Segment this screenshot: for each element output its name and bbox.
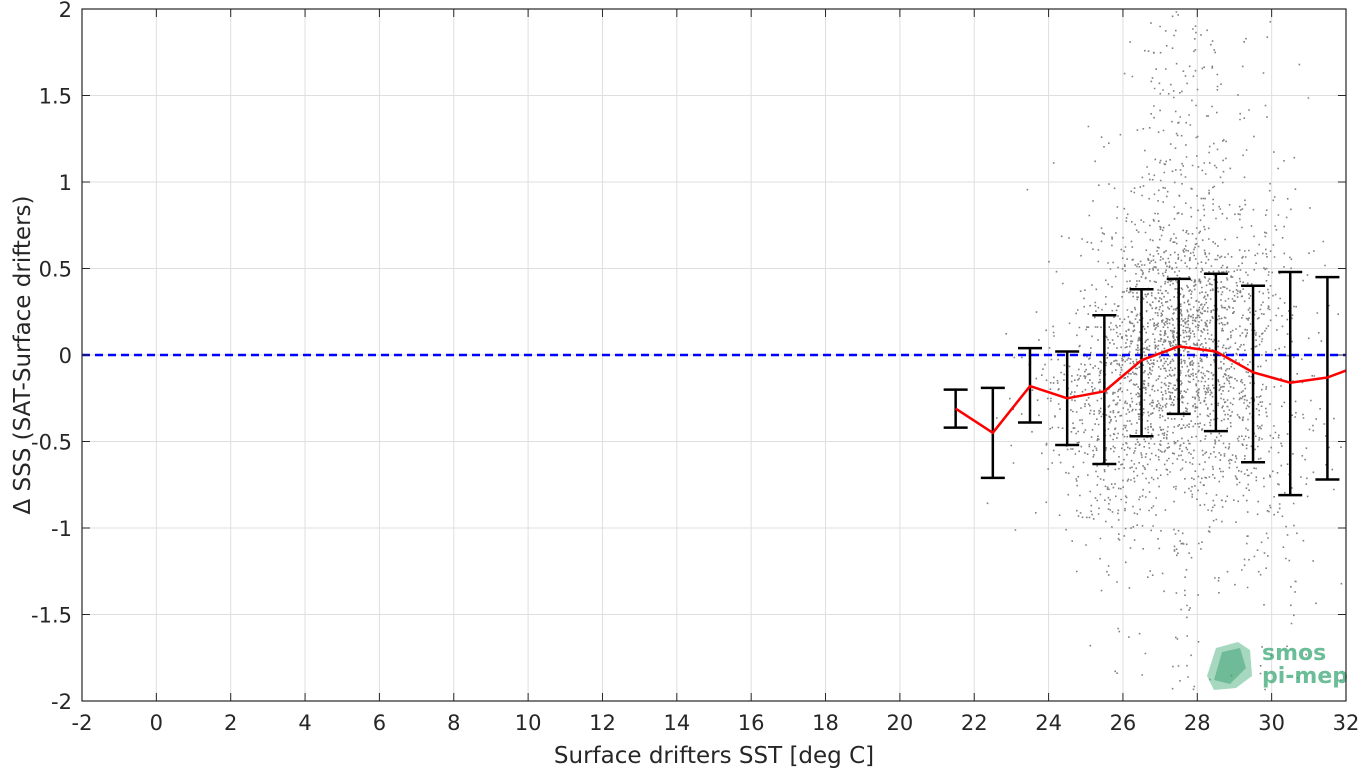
y-tick-label: 0.5 [39, 258, 72, 282]
x-tick-label: 32 [1333, 711, 1359, 735]
x-tick-label: 8 [447, 711, 460, 735]
error-bar [1092, 313, 1117, 466]
logo-mark-inner-icon [1214, 648, 1246, 684]
error-bar [1129, 288, 1154, 438]
x-tick-label: 22 [961, 711, 988, 735]
y-axis-label: Δ SSS (SAT-Surface drifters) [10, 196, 36, 515]
x-tick-label: 20 [887, 711, 914, 735]
y-tick-label: 2 [59, 0, 72, 22]
y-tick-label: -2 [51, 690, 72, 714]
x-tick-label: 28 [1184, 711, 1211, 735]
axes-box [81, 8, 1347, 702]
x-tick-label: -2 [72, 711, 93, 735]
x-tick-label: 12 [589, 711, 616, 735]
mean-line-path [954, 345, 1347, 435]
x-tick-label: 16 [738, 711, 765, 735]
error-bar [1241, 284, 1266, 464]
y-tick-label: 1.5 [39, 85, 72, 109]
x-axis-label: Surface drifters SST [deg C] [554, 743, 874, 769]
y-tick-label: 1 [59, 171, 72, 195]
logo-line1: smos [1262, 641, 1326, 666]
x-tick-label: 2 [224, 711, 237, 735]
x-tick-label: 18 [812, 711, 839, 735]
y-tick-label: 0 [59, 344, 72, 368]
y-tick-label: -1.5 [31, 604, 72, 628]
y-tick-label: -1 [51, 517, 72, 541]
x-tick-label: 10 [515, 711, 542, 735]
x-tick-label: 0 [150, 711, 163, 735]
logo-line2: pi-mep [1262, 664, 1348, 689]
smos-pi-mep-logo: smos pi-mep [1207, 641, 1348, 690]
y-tick-label: -0.5 [31, 431, 72, 455]
x-tick-label: 26 [1110, 711, 1137, 735]
x-tick-label: 24 [1035, 711, 1062, 735]
x-tick-label: 6 [373, 711, 386, 735]
x-tick-label: 4 [298, 711, 311, 735]
mean-line [954, 345, 1347, 435]
x-tick-label: 30 [1258, 711, 1285, 735]
x-tick-label: 14 [663, 711, 690, 735]
tick-labels: -2 0 2 4 6 8 10 12 14 16 18 20 22 24 26 28 30 32-2-1.5-1-… [31, 0, 1359, 735]
logo-mark-icon [1207, 642, 1252, 690]
